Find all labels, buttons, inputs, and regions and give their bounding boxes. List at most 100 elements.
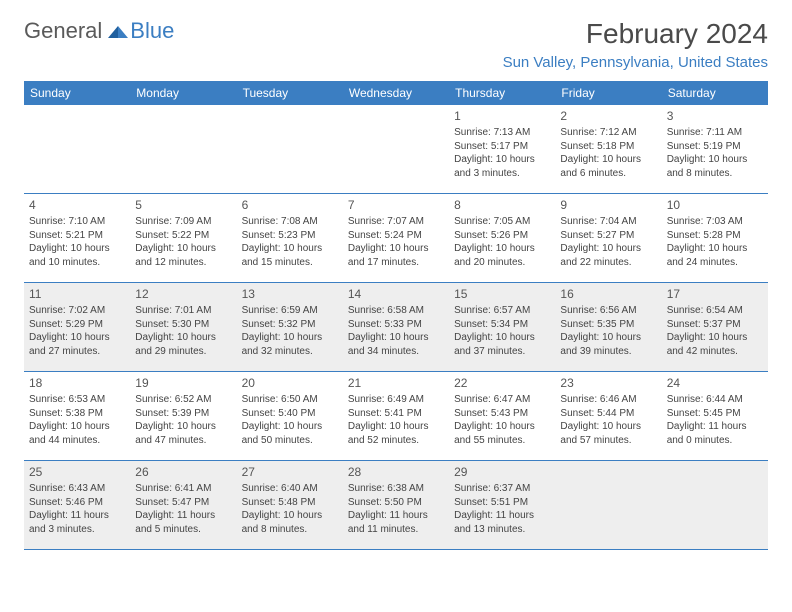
daylight-text: Daylight: 10 hours and 10 minutes. <box>29 242 125 269</box>
daylight-text: Daylight: 10 hours and 20 minutes. <box>454 242 550 269</box>
daylight-text: Daylight: 11 hours and 11 minutes. <box>348 509 444 536</box>
day-number: 14 <box>348 286 444 302</box>
sunrise-text: Sunrise: 6:49 AM <box>348 393 444 407</box>
sunrise-text: Sunrise: 7:12 AM <box>560 126 656 140</box>
day-number: 24 <box>667 375 763 391</box>
sunset-text: Sunset: 5:38 PM <box>29 407 125 421</box>
sunset-text: Sunset: 5:21 PM <box>29 229 125 243</box>
sunrise-text: Sunrise: 7:11 AM <box>667 126 763 140</box>
day-number: 18 <box>29 375 125 391</box>
calendar-cell: 4Sunrise: 7:10 AMSunset: 5:21 PMDaylight… <box>24 194 130 282</box>
sunset-text: Sunset: 5:30 PM <box>135 318 231 332</box>
daylight-text: Daylight: 10 hours and 27 minutes. <box>29 331 125 358</box>
day-number: 16 <box>560 286 656 302</box>
day-header-wednesday: Wednesday <box>343 81 449 105</box>
day-number: 22 <box>454 375 550 391</box>
day-number: 1 <box>454 108 550 124</box>
daylight-text: Daylight: 10 hours and 57 minutes. <box>560 420 656 447</box>
day-number: 7 <box>348 197 444 213</box>
daylight-text: Daylight: 10 hours and 3 minutes. <box>454 153 550 180</box>
calendar-cell: 6Sunrise: 7:08 AMSunset: 5:23 PMDaylight… <box>237 194 343 282</box>
sunset-text: Sunset: 5:43 PM <box>454 407 550 421</box>
calendar-header-row: SundayMondayTuesdayWednesdayThursdayFrid… <box>24 81 768 105</box>
day-header-friday: Friday <box>555 81 661 105</box>
calendar-cell: 14Sunrise: 6:58 AMSunset: 5:33 PMDayligh… <box>343 283 449 371</box>
calendar-row: 4Sunrise: 7:10 AMSunset: 5:21 PMDaylight… <box>24 194 768 283</box>
sunrise-text: Sunrise: 6:41 AM <box>135 482 231 496</box>
logo-word1: General <box>24 18 102 44</box>
sunset-text: Sunset: 5:39 PM <box>135 407 231 421</box>
day-header-tuesday: Tuesday <box>237 81 343 105</box>
day-number: 19 <box>135 375 231 391</box>
logo-icon <box>108 18 128 44</box>
day-number: 15 <box>454 286 550 302</box>
calendar-cell <box>662 461 768 549</box>
daylight-text: Daylight: 10 hours and 12 minutes. <box>135 242 231 269</box>
daylight-text: Daylight: 10 hours and 39 minutes. <box>560 331 656 358</box>
day-number: 5 <box>135 197 231 213</box>
sunset-text: Sunset: 5:50 PM <box>348 496 444 510</box>
sunset-text: Sunset: 5:35 PM <box>560 318 656 332</box>
sunset-text: Sunset: 5:37 PM <box>667 318 763 332</box>
sunrise-text: Sunrise: 6:57 AM <box>454 304 550 318</box>
daylight-text: Daylight: 10 hours and 22 minutes. <box>560 242 656 269</box>
calendar-cell: 15Sunrise: 6:57 AMSunset: 5:34 PMDayligh… <box>449 283 555 371</box>
calendar-cell: 9Sunrise: 7:04 AMSunset: 5:27 PMDaylight… <box>555 194 661 282</box>
sunset-text: Sunset: 5:26 PM <box>454 229 550 243</box>
calendar-cell: 23Sunrise: 6:46 AMSunset: 5:44 PMDayligh… <box>555 372 661 460</box>
calendar-cell: 24Sunrise: 6:44 AMSunset: 5:45 PMDayligh… <box>662 372 768 460</box>
day-number: 6 <box>242 197 338 213</box>
daylight-text: Daylight: 10 hours and 37 minutes. <box>454 331 550 358</box>
calendar-cell: 29Sunrise: 6:37 AMSunset: 5:51 PMDayligh… <box>449 461 555 549</box>
sunrise-text: Sunrise: 6:46 AM <box>560 393 656 407</box>
sunset-text: Sunset: 5:32 PM <box>242 318 338 332</box>
calendar-cell: 25Sunrise: 6:43 AMSunset: 5:46 PMDayligh… <box>24 461 130 549</box>
logo: General Blue <box>24 18 174 44</box>
calendar-row: 11Sunrise: 7:02 AMSunset: 5:29 PMDayligh… <box>24 283 768 372</box>
calendar: SundayMondayTuesdayWednesdayThursdayFrid… <box>24 81 768 550</box>
sunrise-text: Sunrise: 7:08 AM <box>242 215 338 229</box>
sunset-text: Sunset: 5:40 PM <box>242 407 338 421</box>
day-number: 13 <box>242 286 338 302</box>
sunrise-text: Sunrise: 6:54 AM <box>667 304 763 318</box>
sunset-text: Sunset: 5:23 PM <box>242 229 338 243</box>
day-number: 25 <box>29 464 125 480</box>
calendar-cell <box>237 105 343 193</box>
daylight-text: Daylight: 10 hours and 34 minutes. <box>348 331 444 358</box>
day-number: 3 <box>667 108 763 124</box>
day-number: 8 <box>454 197 550 213</box>
sunrise-text: Sunrise: 6:44 AM <box>667 393 763 407</box>
sunset-text: Sunset: 5:22 PM <box>135 229 231 243</box>
calendar-cell: 12Sunrise: 7:01 AMSunset: 5:30 PMDayligh… <box>130 283 236 371</box>
day-number: 29 <box>454 464 550 480</box>
logo-word2: Blue <box>130 18 174 44</box>
daylight-text: Daylight: 10 hours and 17 minutes. <box>348 242 444 269</box>
daylight-text: Daylight: 11 hours and 13 minutes. <box>454 509 550 536</box>
day-number: 23 <box>560 375 656 391</box>
calendar-cell: 2 Sunrise: 7:12 AMSunset: 5:18 PMDaylight… <box>555 105 661 193</box>
sunrise-text: Sunrise: 6:53 AM <box>29 393 125 407</box>
sunrise-text: Sunrise: 7:05 AM <box>454 215 550 229</box>
daylight-text: Daylight: 11 hours and 0 minutes. <box>667 420 763 447</box>
daylight-text: Daylight: 10 hours and 32 minutes. <box>242 331 338 358</box>
sunrise-text: Sunrise: 6:37 AM <box>454 482 550 496</box>
sunset-text: Sunset: 5:19 PM <box>667 140 763 154</box>
sunrise-text: Sunrise: 6:59 AM <box>242 304 338 318</box>
day-number: 20 <box>242 375 338 391</box>
daylight-text: Daylight: 10 hours and 6 minutes. <box>560 153 656 180</box>
day-number: 2 <box>560 108 656 124</box>
sunrise-text: Sunrise: 7:13 AM <box>454 126 550 140</box>
day-number: 9 <box>560 197 656 213</box>
calendar-cell: 17Sunrise: 6:54 AMSunset: 5:37 PMDayligh… <box>662 283 768 371</box>
sunset-text: Sunset: 5:47 PM <box>135 496 231 510</box>
calendar-row: 1Sunrise: 7:13 AMSunset: 5:17 PMDaylight… <box>24 105 768 194</box>
daylight-text: Daylight: 10 hours and 50 minutes. <box>242 420 338 447</box>
daylight-text: Daylight: 10 hours and 44 minutes. <box>29 420 125 447</box>
calendar-cell: 10Sunrise: 7:03 AMSunset: 5:28 PMDayligh… <box>662 194 768 282</box>
day-header-thursday: Thursday <box>449 81 555 105</box>
calendar-cell: 16Sunrise: 6:56 AMSunset: 5:35 PMDayligh… <box>555 283 661 371</box>
calendar-cell: 28Sunrise: 6:38 AMSunset: 5:50 PMDayligh… <box>343 461 449 549</box>
calendar-cell: 22Sunrise: 6:47 AMSunset: 5:43 PMDayligh… <box>449 372 555 460</box>
sunset-text: Sunset: 5:18 PM <box>560 140 656 154</box>
calendar-cell <box>130 105 236 193</box>
